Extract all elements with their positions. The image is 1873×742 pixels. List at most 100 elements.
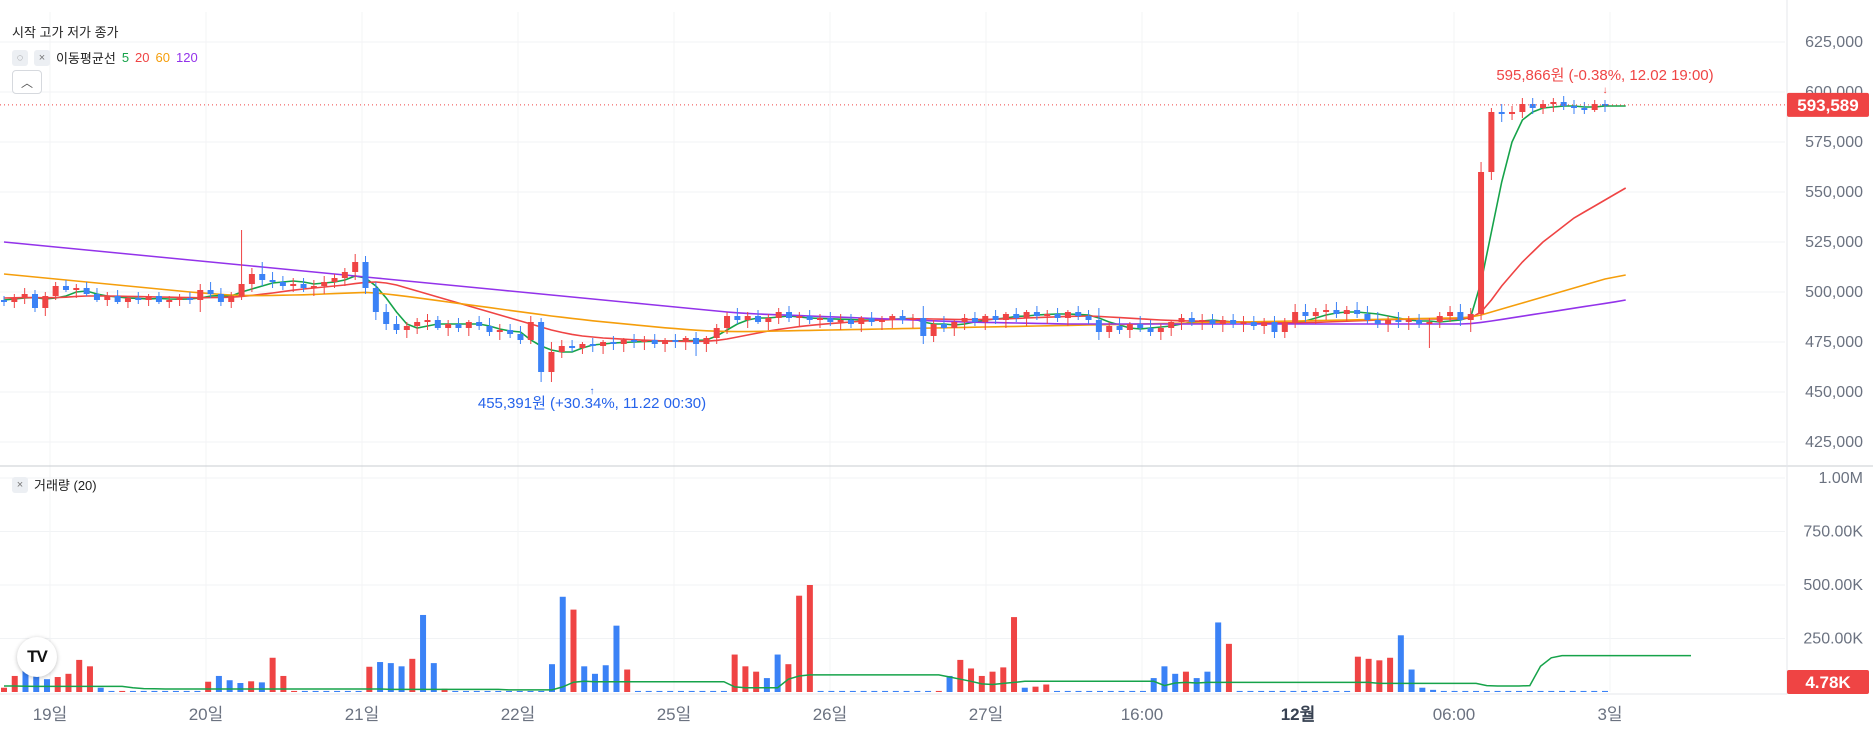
volume-bar [753, 671, 760, 692]
volume-bar [97, 687, 104, 692]
candle-body [1436, 316, 1443, 322]
candle-body [507, 330, 514, 334]
volume-ma-line [4, 654, 1691, 691]
candle-body [1013, 314, 1020, 318]
candle-body [1467, 314, 1474, 320]
volume-bar [1494, 690, 1501, 692]
candle-body [393, 324, 400, 330]
candle-body [445, 324, 452, 328]
candle-body [579, 344, 586, 348]
candle-body [1075, 312, 1082, 316]
volume-bar [463, 690, 470, 692]
volume-bar [538, 690, 545, 692]
volume-bar [591, 673, 598, 692]
candle-body [1, 300, 7, 302]
candle-body [1261, 322, 1268, 326]
candle-body [83, 288, 90, 294]
candle-body [114, 296, 121, 302]
candle-body [269, 280, 276, 282]
candle-body [1281, 322, 1288, 332]
volume-bar [882, 690, 889, 692]
axes: 625,000600,000575,000550,000525,000500,0… [0, 0, 1873, 724]
volume-bar [1129, 690, 1136, 692]
candle-body [362, 262, 369, 288]
tradingview-logo[interactable]: TV [17, 637, 57, 677]
candle-body [610, 342, 617, 344]
candle-body [145, 296, 152, 300]
volume-bar [602, 665, 609, 692]
candle-body [744, 316, 751, 320]
volume-bar [570, 609, 577, 692]
time-tick-label: 19일 [33, 705, 68, 724]
moving-average-lines [3, 105, 1627, 353]
candle-body [558, 346, 565, 352]
volume-bar [1376, 660, 1383, 692]
ma-line-120 [3, 241, 1626, 325]
time-tick-label: 06:00 [1433, 705, 1476, 724]
volume-bar [1483, 690, 1490, 692]
volume-bar [914, 690, 921, 692]
volume-bar [366, 666, 373, 692]
eye-off-icon[interactable]: ◌ [12, 49, 28, 66]
ma-period-5: 5 [121, 50, 130, 65]
candle-body [197, 290, 204, 300]
candle-body [734, 316, 741, 320]
candle-body [403, 326, 410, 330]
price-tick-label: 625,000 [1805, 34, 1863, 51]
volume-bar [1387, 657, 1394, 692]
volume-bar [1139, 690, 1146, 692]
volume-bar [301, 690, 308, 692]
volume-bar [1451, 690, 1458, 692]
current-volume-label: 4.78K [1805, 673, 1851, 692]
current-price-tag [1787, 92, 1869, 117]
candle-body [1478, 172, 1485, 314]
volume-bar [667, 690, 674, 692]
volume-bar [140, 690, 147, 692]
candle-body [496, 330, 503, 332]
volume-bar [1268, 690, 1275, 692]
candle-body [1302, 312, 1309, 316]
volume-bar [1430, 689, 1437, 692]
candle-body [11, 298, 18, 302]
volume-bar [892, 690, 899, 692]
candle-body [372, 288, 379, 312]
candle-body [331, 278, 338, 282]
candle-body [1540, 104, 1547, 108]
low-marker-arrow: ↑ [590, 386, 595, 397]
volume-bar [860, 690, 867, 692]
volume-bar [1440, 690, 1447, 692]
volume-bar [1505, 690, 1512, 692]
candle-body [569, 346, 576, 348]
volume-tick-label: 250.00K [1803, 631, 1863, 648]
candle-body [1199, 320, 1206, 322]
candle-body [124, 298, 131, 302]
volume-bar [1075, 690, 1082, 692]
chevron-up-icon[interactable]: ︿ [12, 70, 42, 94]
candle-body [1560, 102, 1567, 106]
volume-bar [1354, 656, 1361, 692]
candle-body [1126, 324, 1133, 330]
candle-body [1395, 320, 1402, 322]
volume-bar [119, 690, 126, 692]
candle-body [1591, 104, 1598, 110]
candle-body [1137, 324, 1144, 328]
time-tick-label: 21일 [345, 705, 380, 724]
volume-bar [763, 678, 770, 692]
candle-body [21, 294, 28, 298]
volume-bar [312, 690, 319, 692]
close-icon[interactable]: × [34, 49, 50, 66]
ma-label: 이동평균선 [56, 51, 116, 66]
candle-body [1178, 318, 1185, 322]
low-annotation: 455,391원 (+30.34%, 11.22 00:30) [478, 395, 706, 412]
ohlc-legend: 시작 고가 저가 종가 [12, 22, 119, 41]
volume-bar [11, 675, 18, 692]
volume-bar [226, 680, 233, 692]
logo-text: TV [27, 647, 48, 666]
volume-bar [1150, 678, 1157, 692]
price-tick-label: 525,000 [1805, 234, 1863, 251]
close-icon[interactable]: × [12, 476, 28, 493]
candle-body [517, 334, 524, 340]
candle-body [548, 352, 555, 372]
candle-body [352, 262, 359, 272]
